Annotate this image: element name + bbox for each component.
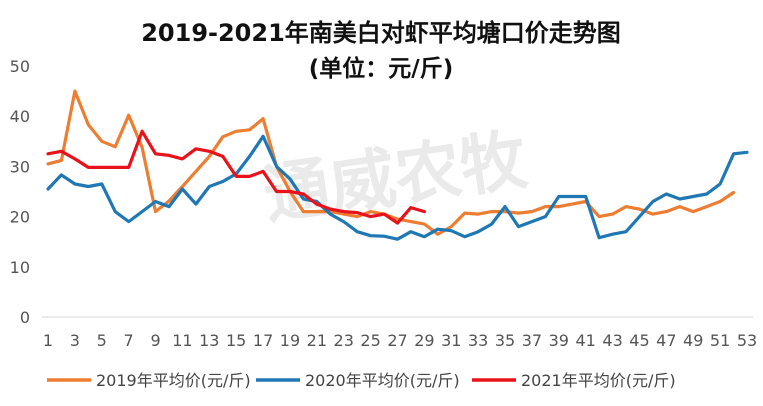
chart-title: 2019-2021年南美白对虾平均塘口价走势图 (141, 19, 621, 47)
y-tick-label: 50 (10, 57, 30, 76)
legend-label-2: 2021年平均价(元/斤) (521, 371, 676, 390)
series-line-0 (46, 89, 736, 236)
x-tick-label: 27 (387, 331, 407, 350)
chart-subtitle: (单位：元/斤) (309, 55, 453, 82)
x-tick-label: 33 (468, 331, 488, 350)
x-tick-label: 51 (710, 331, 730, 350)
y-tick-label: 20 (10, 208, 30, 227)
x-tick-label: 5 (97, 331, 107, 350)
y-axis: 0 10 20 30 40 50 (10, 57, 30, 327)
x-tick-label: 35 (495, 331, 515, 350)
y-tick-label: 40 (10, 107, 30, 126)
x-tick-label: 37 (522, 331, 542, 350)
y-tick-label: 0 (20, 308, 30, 327)
x-axis: 1 3 5 7 9 11 13 15 17 19 21 23 25 27 29 31 33 35 37 39 41 43 4… (43, 331, 757, 350)
x-tick-label: 43 (602, 331, 622, 350)
legend: 2019年平均价(元/斤) 2020年平均价(元/斤) 2021年平均价(元/斤) (47, 371, 676, 390)
x-tick-label: 41 (576, 331, 596, 350)
x-tick-label: 11 (172, 331, 192, 350)
plot-area (46, 89, 749, 241)
x-tick-label: 7 (124, 331, 134, 350)
x-tick-label: 1 (43, 331, 53, 350)
x-tick-label: 31 (441, 331, 461, 350)
x-tick-label: 29 (414, 331, 434, 350)
x-tick-label: 25 (360, 331, 380, 350)
x-tick-label: 13 (199, 331, 219, 350)
y-tick-label: 30 (10, 157, 30, 176)
x-tick-label: 53 (737, 331, 757, 350)
y-tick-label: 10 (10, 258, 30, 277)
series-line-2 (46, 129, 426, 225)
x-tick-label: 39 (549, 331, 569, 350)
legend-label-1: 2020年平均价(元/斤) (305, 371, 460, 390)
x-tick-label: 45 (629, 331, 649, 350)
x-tick-label: 9 (150, 331, 160, 350)
x-tick-label: 23 (334, 331, 354, 350)
series-line-1 (46, 134, 749, 241)
x-tick-label: 49 (683, 331, 703, 350)
x-tick-label: 15 (226, 331, 246, 350)
x-tick-label: 47 (656, 331, 676, 350)
x-tick-label: 19 (280, 331, 300, 350)
x-tick-label: 21 (307, 331, 327, 350)
legend-label-0: 2019年平均价(元/斤) (96, 371, 251, 390)
x-tick-label: 3 (70, 331, 80, 350)
x-tick-label: 17 (253, 331, 273, 350)
